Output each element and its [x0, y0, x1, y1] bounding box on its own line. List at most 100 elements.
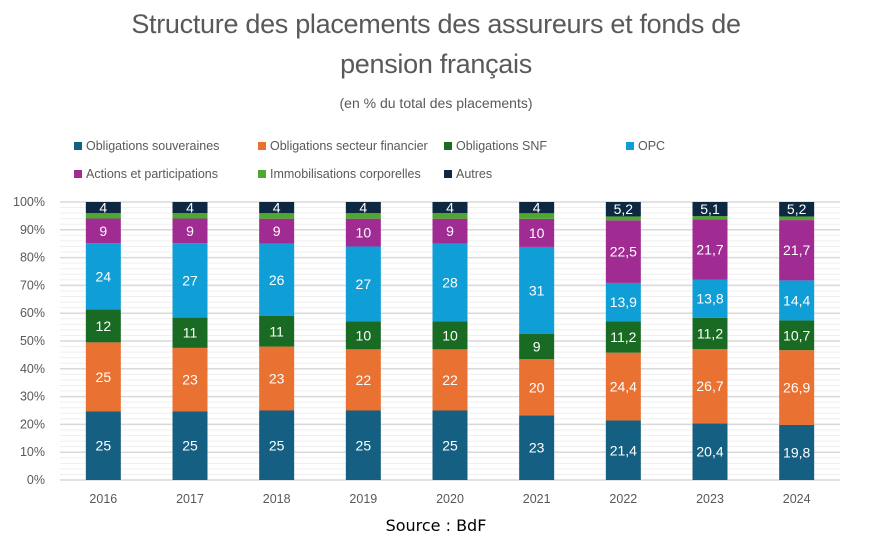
bar-segment-actions-et-participations-2022: [605, 220, 641, 283]
bar-segment-actions-et-participations-2021: [519, 218, 555, 247]
data-label: 10: [529, 225, 545, 241]
data-label: 10: [442, 327, 458, 343]
data-label: 19,8: [783, 444, 810, 460]
data-label: 21,7: [783, 242, 810, 258]
bar-segment-obligations-secteur-financier-2019: [345, 349, 381, 411]
bar-segment-obligations-snf-2019: [345, 321, 381, 350]
bar-segment-actions-et-participations-2020: [432, 218, 468, 244]
data-label: 22: [356, 372, 372, 388]
data-label: 4: [99, 200, 107, 216]
data-label: 11: [269, 323, 284, 339]
bar-stack-2020: 25 22 10 28 9 4: [432, 200, 468, 480]
bar-segment-obligations-secteur-financier-2024: [779, 350, 815, 425]
chart-title: Structure des placements des assureurs e…: [0, 4, 872, 84]
legend-swatch: [444, 170, 452, 178]
bar-segment-obligations-souveraines-2022: [605, 420, 641, 480]
legend-swatch: [74, 170, 82, 178]
legend-item-opc: OPC: [626, 139, 665, 153]
data-label: 11,2: [697, 325, 723, 341]
bar-segment-opc-2019: [345, 246, 381, 322]
data-label: 9: [446, 223, 454, 239]
x-tick-label: 2018: [263, 492, 291, 506]
bar-segment-actions-et-participations-2024: [779, 220, 815, 281]
data-label: 25: [269, 437, 285, 453]
legend-label: OPC: [638, 139, 666, 153]
legend-swatch: [626, 142, 634, 150]
bar-segment-obligations-snf-2024: [779, 320, 815, 351]
bar-segment-obligations-souveraines-2021: [519, 415, 555, 480]
bar-segment-opc-2020: [432, 243, 468, 322]
bar-segment-obligations-snf-2021: [519, 333, 555, 360]
bar-segment-actions-et-participations-2023: [692, 219, 728, 280]
bar-segment-obligations-souveraines-2019: [345, 410, 381, 480]
source-note: Source : BdF: [385, 516, 487, 535]
legend-label: Autres: [456, 167, 493, 181]
data-label: 25: [442, 437, 458, 453]
data-label: 23: [529, 440, 545, 456]
data-label: 4: [533, 200, 541, 216]
bar-segment-immobilisations-corporelles-2016: [85, 213, 121, 219]
data-label: 5,2: [787, 201, 807, 217]
y-tick-label: 30%: [20, 390, 45, 404]
data-label: 23: [269, 371, 285, 387]
data-label: 27: [356, 276, 372, 292]
data-label: 25: [96, 369, 112, 385]
y-tick-label: 90%: [20, 223, 45, 237]
data-label: 27: [182, 272, 198, 288]
x-tick-label: 2021: [523, 492, 551, 506]
bar-segment-actions-et-participations-2017: [172, 218, 208, 244]
data-label: 28: [442, 275, 458, 291]
bar-segment-autres-2016: [85, 202, 121, 214]
bar-segment-actions-et-participations-2018: [259, 218, 295, 244]
bar-stack-2017: 25 23 11 27 9 4: [172, 200, 208, 480]
data-label: 13,9: [610, 294, 637, 310]
y-tick-label: 80%: [20, 251, 45, 265]
bar-segment-obligations-snf-2017: [172, 317, 208, 348]
bar-segment-immobilisations-corporelles-2023: [692, 216, 728, 220]
y-tick-label: 0%: [27, 473, 45, 487]
data-label: 4: [446, 200, 454, 216]
bar-segment-obligations-souveraines-2018: [259, 410, 295, 480]
bar-segment-actions-et-participations-2019: [345, 218, 381, 247]
bar-segment-autres-2024: [779, 202, 815, 217]
data-label: 25: [182, 438, 198, 454]
bar-segment-immobilisations-corporelles-2020: [432, 213, 468, 219]
data-label: 20: [529, 379, 545, 395]
y-tick-label: 70%: [20, 278, 45, 292]
data-label: 4: [186, 200, 194, 216]
chart-subtitle: (en % du total des placements): [339, 95, 533, 111]
bar-segment-obligations-secteur-financier-2018: [259, 346, 295, 411]
bar-segment-obligations-secteur-financier-2022: [605, 352, 641, 421]
data-label: 5,1: [700, 201, 720, 217]
bar-segment-opc-2017: [172, 243, 208, 318]
x-tick-label: 2017: [176, 492, 204, 506]
bar-segment-immobilisations-corporelles-2019: [345, 213, 381, 219]
data-label: 4: [359, 200, 367, 216]
bar-segment-obligations-snf-2022: [605, 321, 641, 353]
legend-swatch: [74, 142, 82, 150]
bar-segment-obligations-secteur-financier-2017: [172, 347, 208, 412]
data-label: 25: [356, 437, 372, 453]
data-label: 9: [186, 223, 194, 239]
data-label: 26,7: [696, 378, 723, 394]
y-tick-label: 50%: [20, 334, 45, 348]
bar-segment-obligations-secteur-financier-2016: [85, 342, 121, 412]
bar-stack-2021: 23 20 9 31 10 4: [519, 200, 555, 480]
bar-segment-actions-et-participations-2016: [85, 218, 121, 244]
bar-segment-autres-2019: [345, 202, 381, 214]
bar-segment-opc-2023: [692, 279, 728, 318]
bar-stack-2024: 19,8 26,9 10,7 14,4 21,7 5,2: [779, 201, 815, 480]
bar-segment-autres-2021: [519, 202, 555, 214]
bar-segment-opc-2024: [779, 280, 815, 321]
legend-label: Obligations souveraines: [86, 139, 220, 153]
bar-segment-autres-2017: [172, 202, 208, 214]
y-tick-label: 10%: [20, 445, 45, 459]
x-tick-label: 2016: [89, 492, 117, 506]
bar-segment-obligations-secteur-financier-2023: [692, 349, 728, 424]
bar-segment-autres-2020: [432, 202, 468, 214]
data-label: 11,2: [610, 329, 636, 345]
x-tick-label: 2022: [609, 492, 637, 506]
legend-item-obligations-secteur-financier: Obligations secteur financier: [258, 139, 428, 153]
chart-title-line2: pension français: [340, 49, 532, 79]
y-tick-label: 100%: [13, 195, 45, 209]
